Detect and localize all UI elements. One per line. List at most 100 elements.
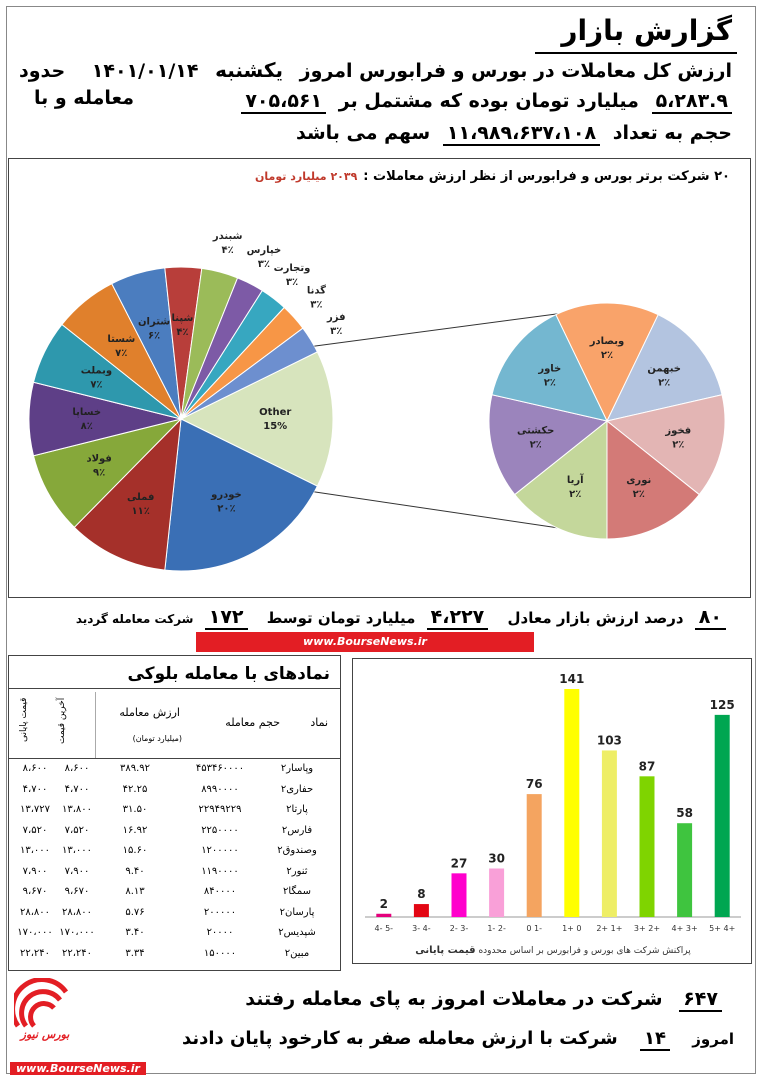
cell-value: ۳.۴۰ <box>125 927 145 938</box>
bar-category-2: -3 -2 <box>450 924 469 933</box>
pie-label-1: خودرو <box>210 490 242 501</box>
cell-symbol: وپاسار۲ <box>280 763 314 774</box>
table-row: حفاری۲ ۸۹۹۰۰۰۰ ۴۲.۲۵ ۴،۷۰۰ ۴،۷۰۰ <box>9 781 340 801</box>
cell-value: ۹.۴۰ <box>125 865 145 877</box>
sub-pie-label-0: وبصادر <box>589 336 624 347</box>
sub-pie-slice-3 <box>606 419 700 540</box>
pie-label-6: شستا <box>107 334 135 345</box>
cell-value: ۸.۱۳ <box>125 886 145 897</box>
cell-last: ۱۳،۸۰۰ <box>61 804 93 815</box>
market-pct: ۸۰ <box>694 606 726 630</box>
col-divider <box>95 692 96 758</box>
sub-pie-pct-2: ۲٪ <box>672 439 684 450</box>
table-row: پارسان۲ ۲۰۰۰۰۰ ۵.۷۶ ۲۸،۸۰۰ ۲۸،۸۰۰ <box>9 904 340 924</box>
pie-label-12: گدنا <box>307 283 326 296</box>
pie-slice-1 <box>164 418 319 572</box>
cell-close: ۴،۷۰۰ <box>22 783 48 795</box>
bar-category-8: +3 +4 <box>672 924 698 933</box>
summary-line-3: حجم به تعداد ۱۱،۹۸۹،۶۳۷،۱۰۸ سهم می باشد <box>295 122 732 146</box>
bar-8 <box>677 823 693 917</box>
col-header-last: آخرین قیمت <box>57 698 67 745</box>
cell-value: ۱۵.۶۰ <box>122 845 148 856</box>
cell-volume: ۸۹۹۰۰۰۰ <box>201 783 239 795</box>
pie-pct-0: 15% <box>263 421 287 432</box>
block-trades-panel: نمادهای با معامله بلوکی نماد حجم معامله … <box>8 655 341 971</box>
sub-pie-pct-3: ۲٪ <box>633 489 645 500</box>
cell-last: ۹،۶۷۰ <box>64 886 90 897</box>
sub-pie-pct-5: ۲٪ <box>530 439 542 450</box>
cell-value: ۳.۳۴ <box>125 947 145 959</box>
trade-count: ۷۰۵،۵۶۱ <box>241 90 327 114</box>
price-range-bar-panel: 2 -5 -4 8 -4 -3 27 -3 -2 30 -2 -1 76 -1 0 141 0 +1 1… <box>352 658 752 964</box>
table-row: شپدیس۲ ۲۰۰۰۰ ۳.۴۰ ۱۷۰،۰۰۰ ۱۷۰،۰۰۰ <box>9 924 340 944</box>
table-row: فارس۲ ۲۲۵۰۰۰۰ ۱۶.۹۲ ۷،۵۲۰ ۷،۵۲۰ <box>9 822 340 842</box>
cell-close: ۸،۶۰۰ <box>22 763 48 774</box>
pie-label-4: خساپا <box>72 407 101 418</box>
sub-pie-slice-2 <box>605 394 726 496</box>
page-frame <box>6 6 756 1074</box>
footer-url: www.BourseNews.ir <box>10 1062 146 1075</box>
cell-last: ۱۷۰،۰۰۰ <box>59 927 95 938</box>
sub-pie-slice-6 <box>491 314 608 422</box>
bar-value-7: 87 <box>639 759 656 773</box>
share-volume: ۱۱،۹۸۹،۶۳۷،۱۰۸ <box>442 122 601 146</box>
summary-line-2: ۵،۲۸۳.۹ میلیارد تومان بوده که مشتمل بر ۷… <box>235 90 732 114</box>
cell-symbol: شپدیس۲ <box>278 927 316 938</box>
sub-pie-slice-4 <box>514 419 608 540</box>
sub-pie-slice-5 <box>488 394 609 496</box>
cell-value: ۱۶.۹۲ <box>122 824 148 836</box>
line3-post: سهم می باشد <box>295 122 431 144</box>
table-row: پارتا۲ ۲۲۹۴۹۲۲۹ ۳۱.۵۰ ۱۳،۸۰۰ ۱۳،۷۲۷ <box>9 801 340 821</box>
zero-label: شرکت با ارزش معامله صفر به کارخود پایان … <box>181 1028 618 1049</box>
cell-symbol: فارس۲ <box>281 824 313 836</box>
logo-text: بورس نیوز <box>20 1028 70 1041</box>
cell-symbol: وصندوق۲ <box>277 845 317 856</box>
cell-symbol: پارسان۲ <box>279 906 315 918</box>
zero-count: ۱۴ <box>640 1028 670 1051</box>
col-header-volume: حجم معامله <box>225 716 280 729</box>
cell-symbol: ثنور۲ <box>286 865 308 877</box>
cell-volume: ۱۱۹۰۰۰۰ <box>201 865 239 877</box>
sub-pie-slice-0 <box>555 302 659 423</box>
bar-value-0: 2 <box>380 897 388 911</box>
pie-pct-10: ۳٪ <box>258 259 270 270</box>
pie-slice-3 <box>32 418 183 529</box>
line1-post: حدود <box>18 60 66 82</box>
cell-volume: ۲۰۰۰۰۰ <box>203 906 237 918</box>
pie-pct-9: ۴٪ <box>222 245 234 256</box>
pie-label-8: شپنا <box>172 313 194 324</box>
total-value: ۵،۲۸۳.۹ <box>651 90 732 114</box>
pie-chart: Other 15% خودرو ۲۰٪ فملی ۱۱٪ فولاد ۹٪ خساپا ۸٪ وبم… <box>28 231 726 572</box>
bar-title-regular: پراکنش شرکت های بورس و فرابورس بر اساس م… <box>476 946 692 956</box>
connector-bottom <box>314 491 580 532</box>
bar-0 <box>376 913 392 917</box>
bar-category-0: -5 -4 <box>375 924 394 933</box>
pie-label-9: شبندر <box>212 231 243 242</box>
logo-mark-icon <box>10 977 69 1028</box>
pie-pct-12: ۳٪ <box>310 299 322 310</box>
sub-pie-label-2: فخوز <box>664 425 691 436</box>
pie-title-text: ۲۰ شرکت برتر بورس و فرابورس از نظر ارزش … <box>363 169 730 184</box>
cell-value: ۳۸۹.۹۲ <box>119 763 151 774</box>
cell-last: ۱۳،۰۰۰ <box>61 845 93 856</box>
sub-pie-slice-1 <box>606 314 723 422</box>
sub-pie-pct-0: ۲٪ <box>601 350 613 361</box>
cell-close: ۱۷۰،۰۰۰ <box>17 927 53 938</box>
bar-category-6: +1 +2 <box>596 924 622 933</box>
block-table-rule <box>9 688 340 689</box>
pie-pct-13: ۳٪ <box>330 326 342 337</box>
pie-pct-6: ۷٪ <box>115 348 127 359</box>
cell-last: ۲۲،۲۴۰ <box>61 947 93 959</box>
cell-volume: ۱۵۰۰۰۰ <box>203 947 237 959</box>
bar-value-6: 103 <box>597 733 622 747</box>
cell-volume: ۴۵۳۴۶۰۰۰۰ <box>195 763 245 774</box>
table-row: سمگا۲ ۸۴۰۰۰۰ ۸.۱۳ ۹،۶۷۰ ۹،۶۷۰ <box>9 883 340 903</box>
cell-last: ۷،۹۰۰ <box>64 865 90 877</box>
line3-pre: حجم به تعداد <box>612 122 732 144</box>
sub-pie-label-6: خاور <box>537 363 561 374</box>
bar-value-4: 76 <box>526 777 543 791</box>
bar-5 <box>564 689 580 917</box>
sub-pie-label-4: آریا <box>567 473 584 486</box>
top20-pie-panel: ۲۰ شرکت برتر بورس و فرابورس از نظر ارزش … <box>8 158 751 598</box>
pie-pct-3: ۹٪ <box>93 468 105 479</box>
